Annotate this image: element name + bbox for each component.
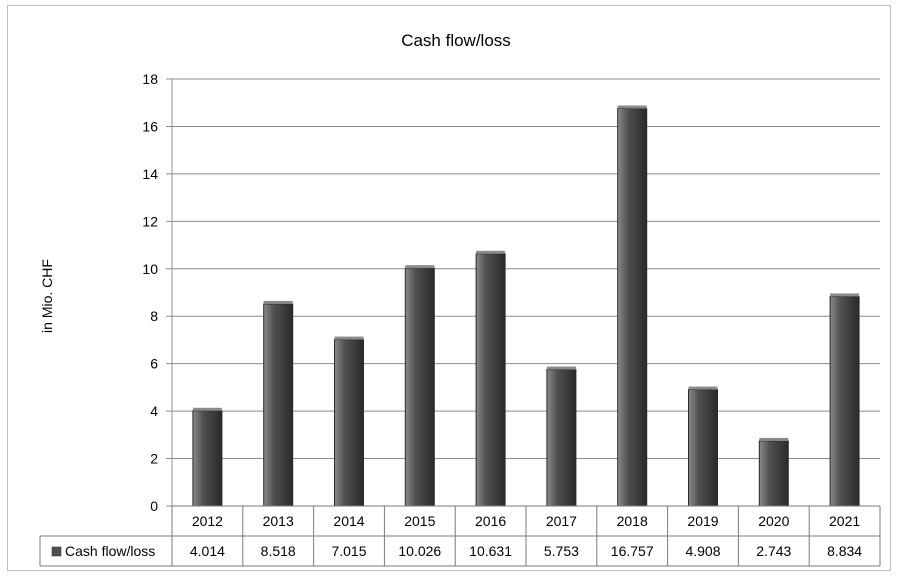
- bar-top: [759, 437, 789, 441]
- bar-top: [617, 105, 647, 109]
- y-tick-label: 12: [142, 213, 158, 229]
- data-label: 2.743: [756, 543, 791, 559]
- bar: [263, 303, 294, 507]
- x-tick-label: 2015: [404, 513, 435, 529]
- y-tick-label: 10: [142, 261, 158, 277]
- bar-top: [405, 265, 435, 269]
- data-label: 10.631: [469, 543, 512, 559]
- data-label: 4.014: [190, 543, 225, 559]
- legend-series-name: Cash flow/loss: [65, 543, 155, 559]
- data-label: 16.757: [611, 543, 654, 559]
- bar: [758, 440, 789, 507]
- y-tick-label: 14: [142, 166, 158, 182]
- y-tick-label: 18: [142, 71, 158, 87]
- x-tick-label: 2012: [192, 513, 223, 529]
- bar-top: [546, 366, 576, 370]
- bar-top: [476, 250, 506, 254]
- y-tick-label: 8: [150, 308, 158, 324]
- bar-top: [830, 293, 860, 297]
- bar: [404, 267, 435, 507]
- y-tick-label: 4: [150, 403, 158, 419]
- x-tick-label: 2018: [617, 513, 648, 529]
- bar-top: [688, 386, 718, 390]
- bar-top: [263, 300, 293, 304]
- y-axis-ticks: 0 2 4 6 8 10 12 14 16 18: [142, 71, 158, 514]
- x-tick-label: 2021: [829, 513, 860, 529]
- bar-top: [192, 407, 222, 411]
- y-tick-label: 16: [142, 118, 158, 134]
- x-tick-label: 2020: [758, 513, 789, 529]
- x-tick-label: 2014: [333, 513, 364, 529]
- data-label: 7.015: [331, 543, 366, 559]
- bars: [192, 105, 860, 507]
- bar: [475, 253, 506, 507]
- x-tick-label: 2019: [687, 513, 718, 529]
- y-axis-label: in Mio. CHF: [39, 259, 55, 333]
- data-label: 4.908: [685, 543, 720, 559]
- bar: [617, 107, 648, 507]
- data-label: 8.834: [827, 543, 862, 559]
- data-table: 2012 4.014 2013 8.518 2014 7.015 2015 10.026 201…: [39, 505, 881, 567]
- legend-swatch: [51, 546, 62, 557]
- data-label: 5.753: [544, 543, 579, 559]
- data-label: 10.026: [398, 543, 441, 559]
- bar: [546, 369, 577, 507]
- x-tick-label: 2017: [546, 513, 577, 529]
- bar: [192, 410, 223, 507]
- data-label: 8.518: [261, 543, 296, 559]
- y-tick-label: 0: [150, 498, 158, 514]
- x-tick-label: 2013: [263, 513, 294, 529]
- chart-title: Cash flow/loss: [401, 31, 511, 50]
- bar: [829, 295, 860, 507]
- bar-top: [334, 336, 364, 340]
- y-tick-label: 6: [150, 356, 158, 372]
- x-tick-label: 2016: [475, 513, 506, 529]
- y-tick-label: 2: [150, 451, 158, 467]
- bar: [334, 339, 364, 507]
- bar: [688, 389, 718, 507]
- chart-frame: [7, 5, 891, 571]
